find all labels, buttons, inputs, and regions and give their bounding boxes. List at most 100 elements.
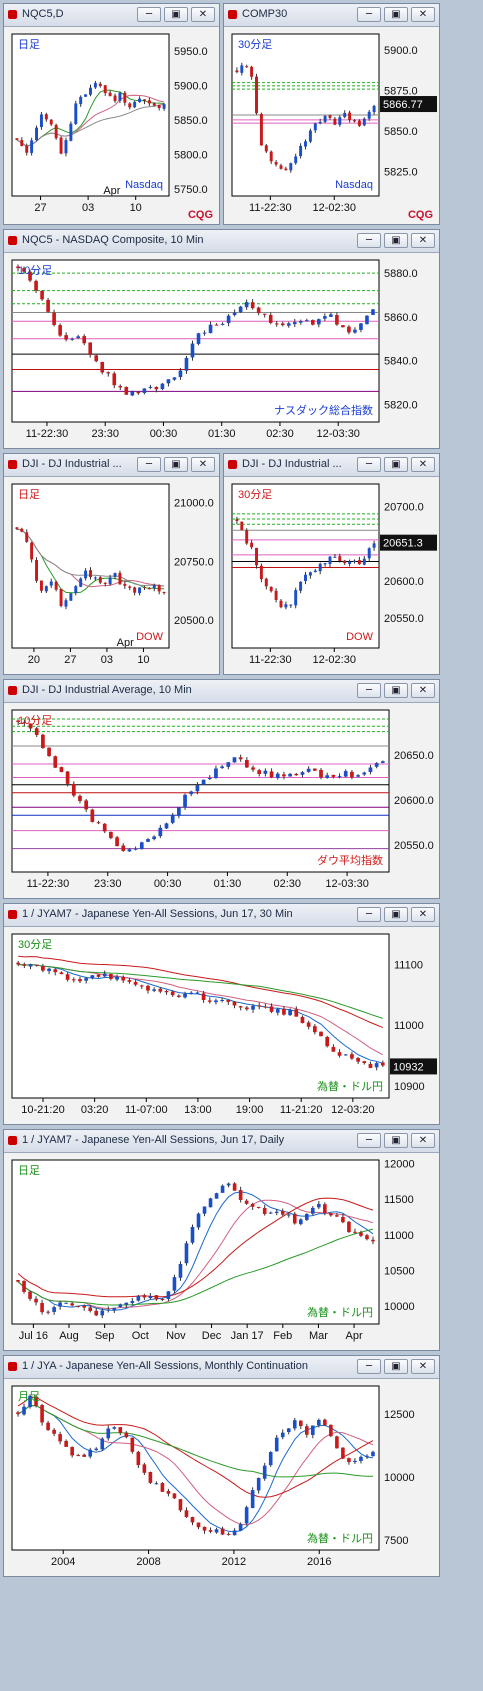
title-bar[interactable]: NQC5,D ─ ▣ ✕ (4, 4, 219, 27)
candle (214, 765, 218, 779)
minimize-button[interactable]: ─ (357, 1359, 381, 1374)
candle (306, 1020, 311, 1030)
restore-button[interactable]: ▣ (384, 457, 408, 472)
candle (142, 1293, 147, 1301)
candle (195, 991, 200, 994)
candle (93, 576, 97, 581)
title-bar[interactable]: 1 / JYAM7 - Japanese Yen-All Sessions, J… (4, 1130, 439, 1153)
candle (371, 1236, 375, 1245)
minimize-button[interactable]: ─ (357, 7, 381, 22)
close-button[interactable]: ✕ (411, 7, 435, 22)
title-bar[interactable]: 1 / JYA - Japanese Yen-All Sessions, Mon… (4, 1356, 439, 1379)
candle (269, 1003, 274, 1014)
chart-window-w4[interactable]: DJI - DJ Industrial ... ─ ▣ ✕ 21000.0 20750.0… (3, 453, 220, 675)
candle (118, 570, 122, 585)
chart-window-w3[interactable]: NQC5 - NASDAQ Composite, 10 Min ─ ▣ ✕ 5880.0… (3, 229, 440, 449)
candle (282, 771, 286, 780)
plot-area (11, 33, 170, 197)
candle (22, 1403, 26, 1416)
price-tick-label: 5825.0 (384, 167, 418, 179)
minimize-button[interactable]: ─ (357, 1133, 381, 1148)
date-tick-label: 2016 (307, 1556, 331, 1568)
candle (337, 773, 342, 779)
window-title: COMP30 (242, 8, 288, 20)
candle (88, 1304, 93, 1313)
minimize-button[interactable]: ─ (357, 907, 381, 922)
title-bar[interactable]: 1 / JYAM7 - Japanese Yen-All Sessions, J… (4, 904, 439, 927)
candle (100, 1437, 105, 1451)
candle (79, 95, 83, 107)
restore-button[interactable]: ▣ (164, 457, 188, 472)
price-tick-label: 20750.0 (174, 556, 214, 568)
restore-button[interactable]: ▣ (384, 7, 408, 22)
minimize-button[interactable]: ─ (137, 7, 161, 22)
candle (98, 576, 102, 585)
restore-button[interactable]: ▣ (384, 907, 408, 922)
title-bar[interactable]: COMP30 ─ ▣ ✕ (224, 4, 439, 27)
last-price-box (380, 96, 437, 113)
candle (196, 1522, 201, 1530)
candle (220, 997, 224, 1003)
candle (208, 1197, 213, 1208)
minimize-button[interactable]: ─ (357, 457, 381, 472)
candle (170, 813, 175, 825)
candle (146, 984, 150, 994)
candle (257, 1002, 262, 1010)
close-button[interactable]: ✕ (411, 683, 435, 698)
close-button[interactable]: ✕ (411, 1359, 435, 1374)
close-button[interactable]: ✕ (191, 7, 215, 22)
candle (371, 308, 375, 315)
title-bar[interactable]: DJI - DJ Industrial ... ─ ▣ ✕ (4, 454, 219, 477)
candle (139, 841, 144, 850)
restore-button[interactable]: ▣ (384, 233, 408, 248)
candle (79, 577, 83, 588)
chart-canvas[interactable]: 20700.020650.020600.020550.030分足DOW20651… (224, 476, 439, 674)
symbol-label: ナスダック総合指数 (274, 403, 373, 417)
close-button[interactable]: ✕ (191, 457, 215, 472)
title-bar[interactable]: DJI - DJ Industrial Average, 10 Min ─ ▣ ✕ (4, 680, 439, 703)
date-tick-label: 12-02:30 (313, 202, 356, 214)
price-tick-label: 5900.0 (384, 45, 418, 57)
candle (353, 1228, 357, 1234)
minimize-button[interactable]: ─ (357, 683, 381, 698)
restore-button[interactable]: ▣ (384, 1359, 408, 1374)
chart-canvas[interactable]: 5950.0 5900.0 5850.0 5800.0 5750.0 日足 Nasdaq 27… (4, 26, 219, 224)
candle (113, 572, 117, 580)
candle (30, 541, 34, 563)
chart-window-w5[interactable]: DJI - DJ Industrial ...─▣✕20700.020650.0… (223, 453, 440, 675)
close-button[interactable]: ✕ (411, 1133, 435, 1148)
restore-button[interactable]: ▣ (384, 1133, 408, 1148)
candle (232, 757, 237, 763)
close-button[interactable]: ✕ (411, 233, 435, 248)
candle (34, 726, 39, 737)
window-title: 1 / JYAM7 - Japanese Yen-All Sessions, J… (22, 908, 293, 920)
close-button[interactable]: ✕ (411, 457, 435, 472)
chart-window-w7[interactable]: 1 / JYAM7 - Japanese Yen-All Sessions, J… (3, 903, 440, 1125)
chart-canvas[interactable]: 5900.0 5875.0 5850.0 5825.0 30分足 Nasdaq 5866.7… (224, 26, 439, 224)
title-bar[interactable]: NQC5 - NASDAQ Composite, 10 Min ─ ▣ ✕ (4, 230, 439, 253)
candle (76, 1453, 80, 1457)
title-bar[interactable]: DJI - DJ Industrial ... ─ ▣ ✕ (224, 454, 439, 477)
chart-window-w8[interactable]: 1 / JYAM7 - Japanese Yen-All Sessions, J… (3, 1129, 440, 1351)
candle (262, 1462, 267, 1481)
restore-button[interactable]: ▣ (384, 683, 408, 698)
restore-button[interactable]: ▣ (164, 7, 188, 22)
candle (170, 990, 175, 997)
candle (160, 383, 165, 391)
candle (343, 1054, 348, 1056)
minimize-button[interactable]: ─ (357, 233, 381, 248)
minimize-button[interactable]: ─ (137, 457, 161, 472)
chart-window-w9[interactable]: 1 / JYA - Japanese Yen-All Sessions, Mon… (3, 1355, 440, 1577)
candle (78, 976, 82, 984)
close-button[interactable]: ✕ (411, 907, 435, 922)
chart-window-w6[interactable]: DJI - DJ Industrial Average, 10 Min ─ ▣ ✕ 20… (3, 679, 440, 899)
chart-window-w2[interactable]: COMP30 ─ ▣ ✕ 5900.0 5875.0 5850.0 5825.0 30分足 Nas… (223, 3, 440, 225)
candle (356, 1057, 360, 1065)
chart-window-w1[interactable]: NQC5,D ─ ▣ ✕ 5950.0 5900.0 5850.0 5800.0 5750.0 日… (3, 3, 220, 225)
